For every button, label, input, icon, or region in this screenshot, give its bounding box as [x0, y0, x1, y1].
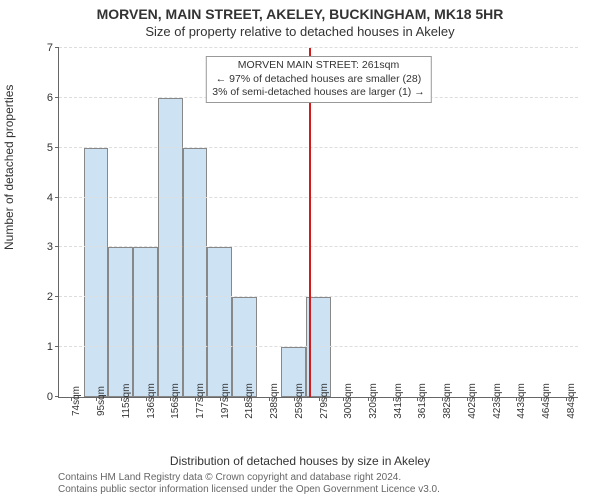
xtick-label: 95sqm — [96, 386, 107, 416]
xtick-label: 115sqm — [121, 384, 132, 419]
bar-slot: 382sqm — [430, 48, 455, 397]
ytick-mark — [55, 197, 59, 198]
bar-slot: 136sqm — [133, 48, 158, 397]
bar-slot: 115sqm — [108, 48, 133, 397]
bar-slot: 95sqm — [84, 48, 109, 397]
chart-container: { "chart": { "type": "histogram", "title… — [0, 0, 600, 500]
info-box-line: 3% of semi-detached houses are larger (1… — [212, 86, 424, 100]
ytick-mark — [55, 47, 59, 48]
xtick-label: 156sqm — [170, 383, 181, 419]
info-box: MORVEN MAIN STREET: 261sqm← 97% of detac… — [205, 56, 431, 103]
info-box-line: MORVEN MAIN STREET: 261sqm — [212, 59, 424, 73]
bar-slot: 156sqm — [158, 48, 183, 397]
xtick-label: 74sqm — [71, 386, 82, 416]
bar — [108, 247, 133, 397]
xtick-label: 177sqm — [195, 383, 206, 419]
ytick-label: 4 — [47, 192, 53, 204]
bar — [183, 148, 208, 397]
attribution: Contains HM Land Registry data © Crown c… — [58, 472, 440, 496]
bar-slot: 402sqm — [455, 48, 480, 397]
attribution-line1: Contains HM Land Registry data © Crown c… — [58, 472, 440, 484]
x-axis-label: Distribution of detached houses by size … — [0, 454, 600, 468]
info-box-line: ← 97% of detached houses are smaller (28… — [212, 73, 424, 87]
bar-slot: 74sqm — [59, 48, 84, 397]
grid-line — [59, 246, 578, 247]
xtick-label: 197sqm — [220, 383, 231, 419]
bar — [133, 247, 158, 397]
bar-slot: 177sqm — [183, 48, 208, 397]
bar — [207, 247, 232, 397]
bar — [84, 148, 109, 397]
xtick-label: 361sqm — [417, 383, 428, 419]
grid-line — [59, 346, 578, 347]
ytick-mark — [55, 346, 59, 347]
xtick-label: 382sqm — [442, 383, 453, 419]
plot-area: 74sqm95sqm115sqm136sqm156sqm177sqm197sqm… — [58, 48, 578, 398]
grid-line — [59, 47, 578, 48]
ytick-label: 6 — [47, 92, 53, 104]
grid-line — [59, 296, 578, 297]
xtick-label: 341sqm — [393, 383, 404, 419]
ytick-mark — [55, 97, 59, 98]
bar-slot: 423sqm — [479, 48, 504, 397]
ytick-label: 1 — [47, 341, 53, 353]
ytick-label: 3 — [47, 241, 53, 253]
bar-slot: 464sqm — [529, 48, 554, 397]
grid-line — [59, 197, 578, 198]
ytick-mark — [55, 296, 59, 297]
xtick-label: 259sqm — [294, 383, 305, 419]
ytick-label: 2 — [47, 291, 53, 303]
xtick-label: 279sqm — [319, 383, 330, 419]
xtick-label: 136sqm — [146, 383, 157, 419]
xtick-label: 464sqm — [541, 383, 552, 419]
ytick-label: 0 — [47, 391, 53, 403]
ytick-mark — [55, 147, 59, 148]
bar-slot: 443sqm — [504, 48, 529, 397]
xtick-label: 300sqm — [343, 383, 354, 419]
xtick-label: 238sqm — [269, 383, 280, 419]
ytick-mark — [55, 246, 59, 247]
xtick-label: 218sqm — [244, 383, 255, 419]
xtick-label: 443sqm — [516, 383, 527, 419]
ytick-label: 7 — [47, 42, 53, 54]
xtick-label: 423sqm — [492, 383, 503, 419]
chart-subtitle: Size of property relative to detached ho… — [0, 24, 600, 39]
y-axis-label: Number of detached properties — [2, 85, 16, 250]
bar-slot: 484sqm — [553, 48, 578, 397]
xtick-label: 320sqm — [368, 383, 379, 419]
ytick-label: 5 — [47, 142, 53, 154]
attribution-line2: Contains public sector information licen… — [58, 484, 440, 496]
ytick-mark — [55, 396, 59, 397]
xtick-label: 484sqm — [566, 383, 577, 419]
chart-title: MORVEN, MAIN STREET, AKELEY, BUCKINGHAM,… — [0, 6, 600, 22]
grid-line — [59, 147, 578, 148]
xtick-label: 402sqm — [467, 383, 478, 419]
